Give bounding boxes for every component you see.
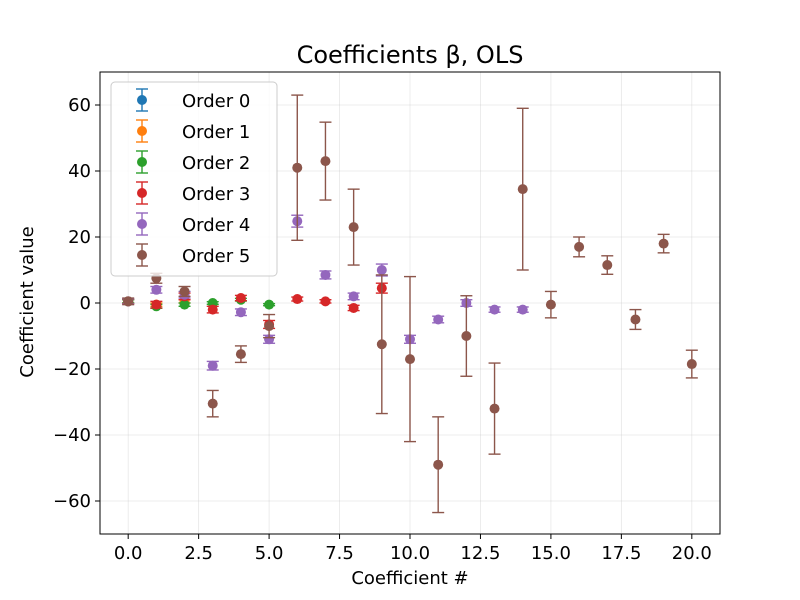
data-point <box>292 162 303 173</box>
data-point <box>517 184 528 195</box>
data-point <box>207 360 218 371</box>
y-tick-label: −60 <box>53 491 91 512</box>
legend-marker <box>137 157 147 167</box>
legend: Order 0 Order 1 Order 2 Order 3 Order 4 Order… <box>110 81 278 277</box>
y-tick-label: 60 <box>68 95 91 116</box>
legend-marker <box>137 126 147 136</box>
x-tick-label: 20.0 <box>672 543 712 564</box>
x-tick-label: 5.0 <box>255 543 284 564</box>
y-tick-label: 40 <box>68 161 91 182</box>
legend-entry: Order 1 <box>136 119 250 143</box>
data-point <box>686 359 697 370</box>
y-axis: −60 −40 −20 0 20 40 60 <box>53 95 100 512</box>
data-point <box>658 238 669 249</box>
data-point <box>574 241 585 252</box>
legend-box <box>110 81 278 277</box>
x-tick-label: 2.5 <box>184 543 213 564</box>
data-point <box>433 459 444 470</box>
data-point <box>405 354 415 365</box>
x-tick-label: 12.5 <box>460 543 500 564</box>
x-tick-label: 7.5 <box>325 543 354 564</box>
data-point <box>348 291 359 302</box>
data-point <box>517 304 528 315</box>
legend-label: Order 0 <box>182 91 250 112</box>
data-point <box>235 349 246 360</box>
legend-label: Order 2 <box>182 153 250 174</box>
data-point <box>461 331 472 341</box>
y-tick-label: 0 <box>80 293 91 314</box>
x-tick-label: 10.0 <box>390 543 430 564</box>
legend-entry: Order 4 <box>136 212 250 236</box>
legend-label: Order 4 <box>182 215 250 236</box>
legend-entry: Order 0 <box>136 88 250 112</box>
data-point <box>376 265 387 275</box>
y-tick-label: 20 <box>68 227 91 248</box>
data-point <box>320 156 331 167</box>
legend-label: Order 5 <box>182 246 250 267</box>
data-point <box>292 294 303 305</box>
data-point <box>179 299 190 310</box>
x-axis: 0.0 2.5 5.0 7.5 10.0 12.5 15.0 17.5 20.0 <box>114 534 712 564</box>
data-point <box>320 296 331 307</box>
data-point <box>207 304 218 315</box>
data-point <box>179 286 190 297</box>
legend-marker <box>137 250 147 260</box>
data-point <box>151 299 162 310</box>
data-point <box>264 321 275 332</box>
data-point <box>630 314 641 325</box>
data-point <box>123 296 134 307</box>
legend-label: Order 3 <box>182 184 250 205</box>
data-point <box>264 299 275 310</box>
data-point <box>489 403 500 414</box>
data-point <box>151 284 162 295</box>
data-point <box>602 260 613 271</box>
data-point <box>264 334 275 345</box>
data-point <box>376 339 387 350</box>
legend-entry: Order 5 <box>136 243 250 267</box>
data-points <box>122 94 698 514</box>
y-tick-label: −20 <box>53 359 91 380</box>
data-point <box>235 293 246 304</box>
data-point <box>348 302 359 313</box>
legend-entry: Order 3 <box>136 181 250 205</box>
data-point <box>207 398 218 409</box>
data-point <box>489 304 500 315</box>
x-axis-label: Coefficient # <box>351 568 468 589</box>
x-tick-label: 0.0 <box>114 543 143 564</box>
legend-entry: Order 2 <box>136 150 250 174</box>
legend-marker <box>137 188 147 198</box>
chart-title: Coefficients β, OLS <box>297 41 524 69</box>
y-tick-label: −40 <box>53 425 91 446</box>
legend-marker <box>137 219 147 229</box>
y-axis-label: Coefficient value <box>17 226 38 377</box>
data-point <box>320 269 331 280</box>
data-point <box>433 314 444 325</box>
x-tick-label: 15.0 <box>531 543 571 564</box>
legend-label: Order 1 <box>182 122 250 143</box>
data-point <box>348 222 359 233</box>
x-tick-label: 17.5 <box>601 543 641 564</box>
data-point <box>235 307 246 318</box>
data-point <box>545 299 556 310</box>
legend-marker <box>137 95 147 105</box>
